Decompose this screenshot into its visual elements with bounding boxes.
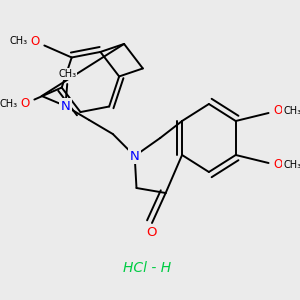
Text: CH₃: CH₃ (10, 37, 28, 46)
Text: CH₃: CH₃ (58, 69, 76, 79)
Text: O: O (31, 35, 40, 48)
Text: HCl - H: HCl - H (123, 261, 171, 275)
Text: CH₃: CH₃ (0, 99, 18, 109)
Text: N: N (130, 149, 140, 163)
Text: O: O (273, 104, 282, 118)
Text: O: O (21, 97, 30, 110)
Text: CH₃: CH₃ (283, 160, 300, 170)
Text: N: N (61, 100, 70, 112)
Text: O: O (273, 158, 282, 172)
Text: O: O (147, 226, 157, 239)
Text: CH₃: CH₃ (283, 106, 300, 116)
